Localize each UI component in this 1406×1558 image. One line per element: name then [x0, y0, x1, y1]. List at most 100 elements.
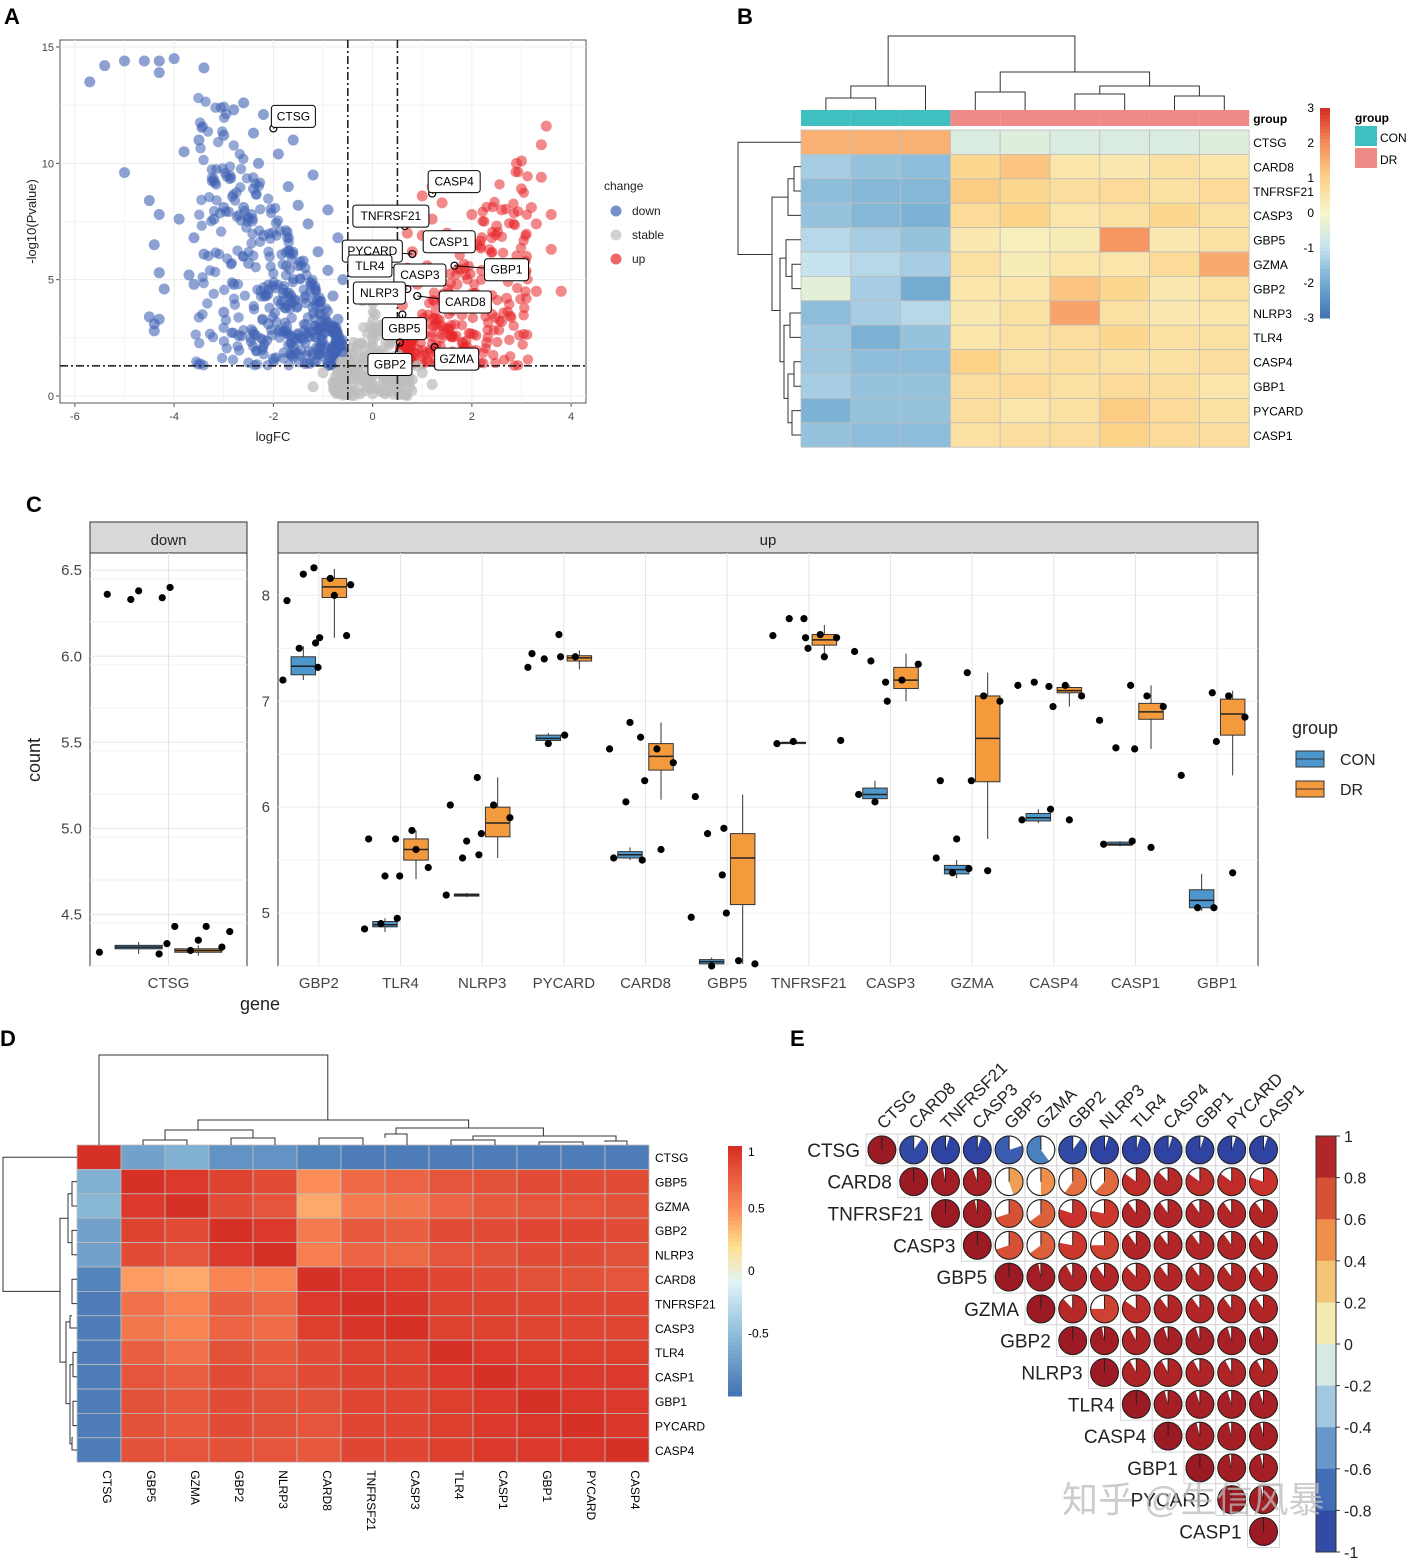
- heatmap-d-colorbar-step: [728, 1196, 742, 1201]
- heatmap-b-colorbar-step: [1320, 146, 1330, 151]
- volcano-point-down: [289, 295, 301, 306]
- corr-e-pie-outline: [1185, 1167, 1215, 1197]
- heatmap-b-cell: [1149, 178, 1200, 204]
- heatmap-d-cell: [120, 1388, 166, 1414]
- heatmap-d-cell: [76, 1315, 122, 1341]
- heatmap-d-cell: [560, 1291, 606, 1317]
- panel-label-d: D: [0, 1026, 16, 1051]
- volcano-label-casp3: CASP3: [400, 268, 440, 282]
- corr-e-colorbar-step: [1316, 1385, 1336, 1428]
- volcano-point-down: [204, 265, 216, 276]
- heatmap-d-cell: [164, 1315, 210, 1341]
- heatmap-d-cell: [516, 1315, 562, 1341]
- heatmap-b-row-label: TLR4: [1253, 331, 1283, 345]
- volcano-point-down: [188, 232, 200, 244]
- heatmap-b-colorbar-step: [1320, 248, 1330, 252]
- heatmap-d-cell: [384, 1364, 430, 1390]
- heatmap-d-cell: [296, 1193, 342, 1219]
- corr-e-colorbar-step: [1316, 1468, 1336, 1511]
- volcano-point-up: [518, 310, 529, 321]
- volcano-point-down: [270, 282, 281, 294]
- heatmap-d-cell: [252, 1364, 298, 1390]
- heatmap-b-group-cell: [1149, 110, 1200, 126]
- heatmap-b-cell: [1199, 324, 1250, 351]
- heatmap-d-colorbar-step: [728, 1266, 742, 1272]
- volcano-point-down: [202, 298, 213, 309]
- heatmap-b-colorbar-step: [1320, 290, 1330, 294]
- heatmap-d-row-label: TNFRSF21: [655, 1297, 716, 1311]
- volcano-point-down: [238, 153, 249, 165]
- heatmap-d-row-dendro: [71, 1278, 77, 1305]
- volcano-legend-item: down: [632, 204, 661, 218]
- volcano-point-stable: [317, 367, 329, 379]
- boxplot-point: [965, 864, 973, 873]
- boxplot-point: [1078, 692, 1086, 700]
- heatmap-d-colorbar-step: [728, 1275, 742, 1280]
- heatmap-d-cell: [296, 1242, 342, 1268]
- heatmap-d-colorbar-step: [728, 1287, 742, 1293]
- heatmap-b-colorbar-step: [1320, 125, 1330, 130]
- boxplot-point: [135, 587, 143, 595]
- corr-e-pie-slice: [931, 1167, 960, 1196]
- boxplot-point: [393, 914, 401, 922]
- volcano-point-down: [228, 278, 240, 290]
- heatmap-d-row-label: GBP1: [655, 1395, 687, 1409]
- heatmap-d-cell: [560, 1364, 606, 1390]
- volcano-point-down: [153, 67, 165, 79]
- corr-e-pie-slice: [1249, 1485, 1278, 1514]
- boxplot-point: [1212, 737, 1220, 746]
- volcano-point-up: [478, 357, 489, 369]
- volcano-point-up: [496, 231, 508, 243]
- heatmap-b-cell: [950, 397, 1001, 424]
- boxplot-point: [720, 824, 728, 832]
- volcano-xtick-label: -6: [70, 411, 80, 423]
- volcano-point-down: [298, 293, 310, 304]
- heatmap-b-cell: [999, 202, 1051, 228]
- heatmap-b-row-label: GBP5: [1253, 234, 1285, 248]
- heatmap-d-cell: [252, 1242, 298, 1268]
- boxplot-ytick-label: 5: [262, 905, 270, 922]
- heatmap-d-row-dendro: [71, 1181, 77, 1207]
- volcano-label-casp4: CASP4: [434, 175, 474, 189]
- volcano-point-up: [530, 218, 542, 230]
- heatmap-d-colorbar-step: [728, 1200, 742, 1205]
- heatmap-d-cell: [428, 1217, 474, 1243]
- heatmap-b-cell: [850, 129, 901, 155]
- heatmap-b-cell: [1149, 349, 1200, 375]
- volcano-point-up: [530, 285, 542, 297]
- heatmap-d-cell: [296, 1339, 342, 1365]
- heatmap-d-colorbar-step: [728, 1341, 742, 1347]
- heatmap-d-colorbar-step: [728, 1362, 742, 1368]
- corr-e-colorbar-step: [1316, 1427, 1336, 1470]
- boxplot-point: [789, 737, 797, 746]
- volcano-label-ctsg: CTSG: [277, 109, 310, 123]
- boxplot-point: [360, 925, 369, 933]
- volcano-point-down: [281, 320, 293, 332]
- boxplot-point: [657, 845, 665, 854]
- volcano-point-stable: [307, 381, 319, 393]
- heatmap-d-colorbar-step: [728, 1166, 742, 1172]
- volcano-point-down: [148, 325, 160, 337]
- corr-e-pie-slice: [1029, 1199, 1055, 1228]
- boxplot-point: [967, 777, 975, 785]
- volcano-point-down: [278, 347, 289, 358]
- volcano-point-up: [508, 198, 519, 209]
- volcano-point-down: [307, 169, 319, 181]
- corr-e-pie-slice: [867, 1136, 896, 1164]
- heatmap-d-cell: [76, 1291, 122, 1317]
- heatmap-d-cell: [208, 1413, 254, 1439]
- corr-e-pie-slice: [1217, 1485, 1246, 1514]
- heatmap-d-cell: [604, 1193, 650, 1219]
- volcano-point-down: [267, 353, 279, 365]
- heatmap-b-colorbar-step: [1320, 283, 1330, 287]
- heatmap-b-cell: [1199, 397, 1250, 424]
- heatmap-d-cell: [560, 1144, 606, 1170]
- heatmap-d-cell: [120, 1291, 166, 1317]
- volcano-label-box: [381, 317, 427, 341]
- heatmap-d-cell: [164, 1266, 210, 1292]
- panel-label-b: B: [737, 4, 753, 29]
- heatmap-d-cell: [252, 1266, 298, 1292]
- heatmap-d-row-label: GBP5: [655, 1175, 687, 1189]
- heatmap-d-cell: [208, 1339, 254, 1365]
- corr-e-pie-outline: [994, 1167, 1024, 1197]
